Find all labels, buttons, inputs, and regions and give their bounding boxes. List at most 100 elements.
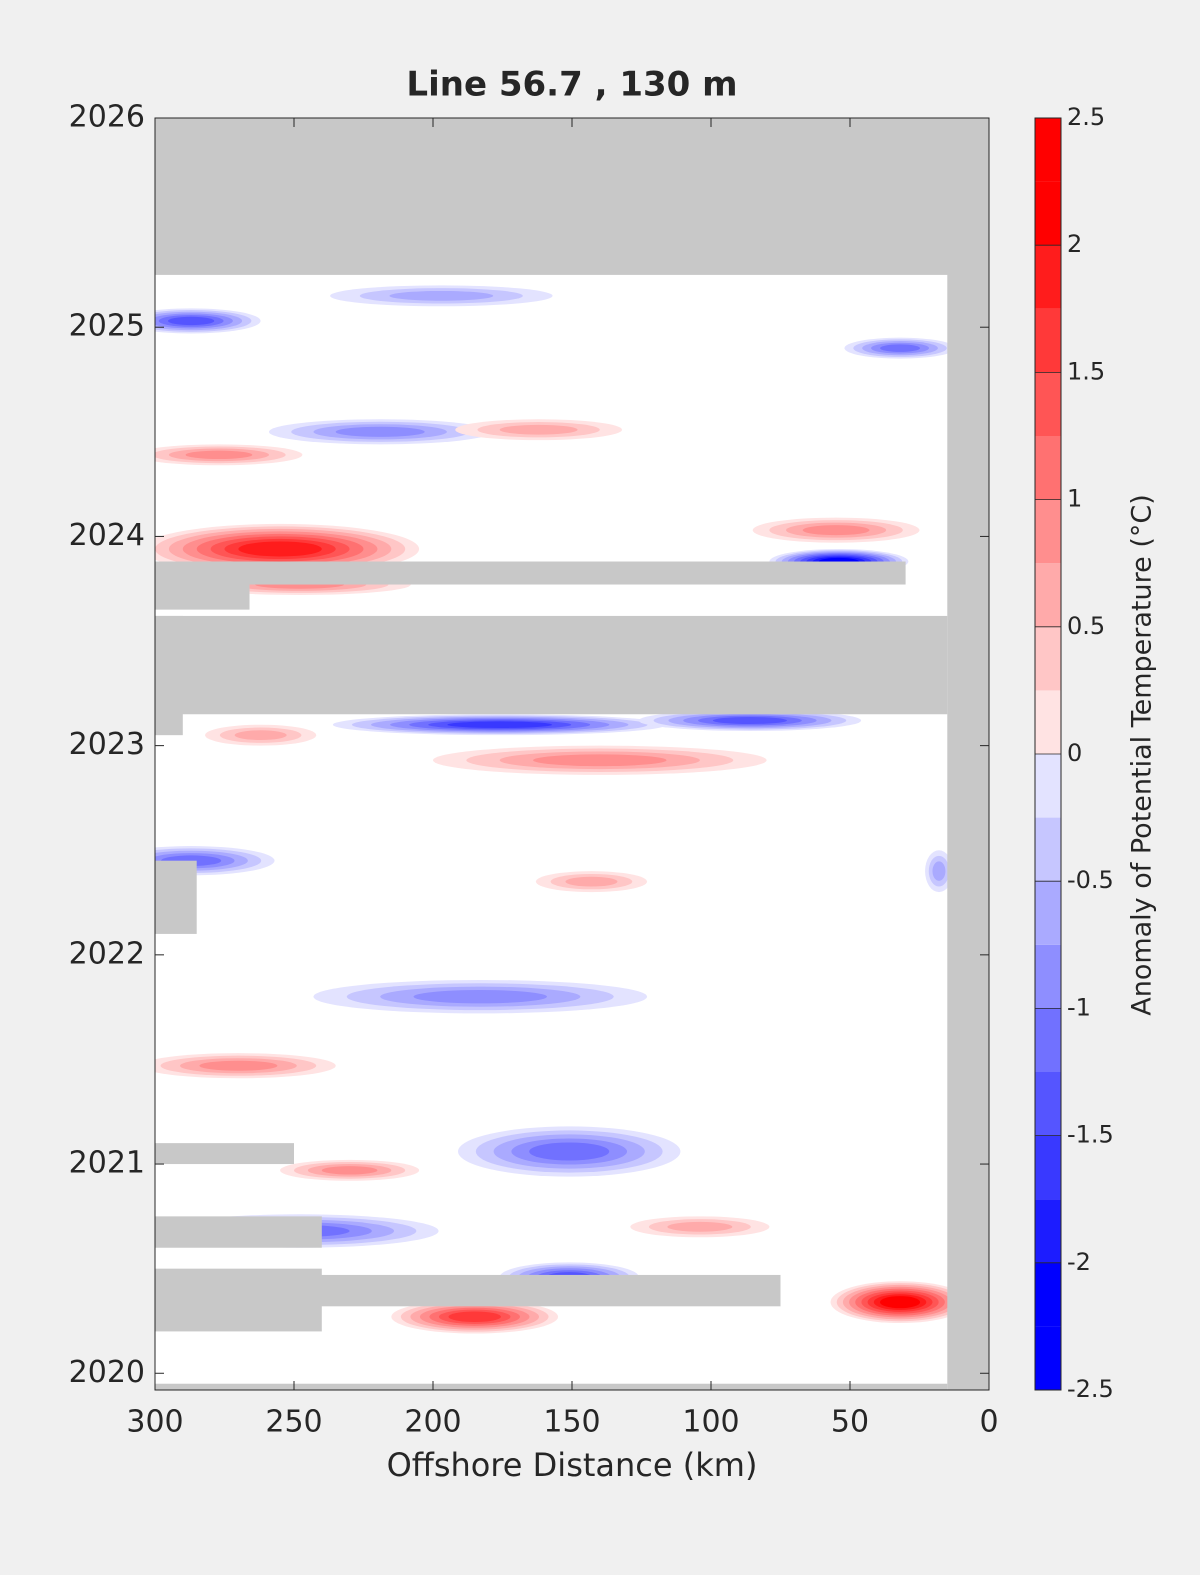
anomaly-inner-contour	[565, 876, 618, 887]
anomaly-inner-contour	[802, 525, 870, 536]
colorbar-level	[1035, 1199, 1061, 1263]
colorbar-level	[1035, 181, 1061, 246]
anomaly	[205, 724, 317, 746]
colorbar-level	[1035, 499, 1061, 564]
anomaly-inner-contour	[185, 450, 253, 460]
anomaly-inner-contour	[879, 1296, 921, 1309]
anomaly-inner-contour	[199, 1060, 278, 1071]
anomaly-inner-contour	[335, 426, 425, 437]
anomaly	[155, 1053, 336, 1079]
no-data-region	[155, 615, 183, 736]
anomaly	[458, 1126, 681, 1177]
colorbar-tick-label: 2	[1067, 230, 1082, 258]
no-data-region	[155, 1216, 322, 1248]
anomaly-inner-contour	[499, 424, 578, 435]
colorbar-level	[1035, 1326, 1061, 1390]
colorbar-level	[1035, 817, 1061, 882]
colorbar-level	[1035, 372, 1061, 436]
y-tick-label: 2026	[69, 100, 145, 135]
colorbar-level	[1035, 1008, 1061, 1072]
x-tick-label: 50	[831, 1405, 869, 1440]
colorbar-level	[1035, 245, 1061, 309]
anomaly	[535, 871, 648, 893]
no-data-region	[155, 615, 948, 715]
colorbar-tick-label: -0.5	[1067, 866, 1114, 894]
no-data-region	[155, 860, 197, 934]
colorbar-level	[1035, 436, 1061, 500]
anomaly	[155, 523, 420, 575]
anomaly-inner-contour	[321, 1166, 378, 1175]
no-data-region	[155, 561, 906, 585]
colorbar-level	[1035, 308, 1061, 373]
x-axis-label: Offshore Distance (km)	[387, 1446, 758, 1484]
no-data-region	[155, 1268, 322, 1332]
y-tick-label: 2022	[69, 936, 145, 971]
colorbar-level	[1035, 881, 1061, 945]
anomaly-inner-contour	[529, 1142, 610, 1161]
colorbar-tick-label: -2	[1067, 1248, 1091, 1276]
y-tick-label: 2021	[69, 1146, 145, 1181]
anomaly	[830, 1281, 970, 1324]
colorbar-tick-label: -1	[1067, 993, 1091, 1021]
colorbar-level	[1035, 1072, 1061, 1136]
colorbar-level	[1035, 944, 1061, 1009]
x-tick-label: 100	[682, 1405, 739, 1440]
anomaly-inner-contour	[238, 541, 322, 557]
no-data-region	[947, 118, 989, 1390]
colorbar-tick-label: 0	[1067, 739, 1082, 767]
anomaly-inner-contour	[167, 316, 215, 326]
x-tick-label: 0	[979, 1405, 998, 1440]
anomaly	[330, 285, 553, 307]
anomaly	[155, 308, 261, 334]
field	[155, 118, 989, 1390]
colorbar-tick-label: 0.5	[1067, 612, 1105, 640]
y-tick-label: 2025	[69, 309, 145, 344]
colorbar-level	[1035, 690, 1061, 754]
no-data-region	[155, 561, 250, 610]
colorbar-level	[1035, 118, 1061, 182]
anomaly	[844, 337, 956, 359]
anomaly	[313, 979, 648, 1014]
colorbar-tick-label: 2.5	[1067, 103, 1105, 131]
anomaly-inner-contour	[667, 1221, 733, 1232]
colorbar-tick-label: 1	[1067, 485, 1082, 513]
colorbar-tick-label: -2.5	[1067, 1375, 1114, 1403]
anomaly	[268, 419, 492, 445]
anomaly	[391, 1300, 559, 1334]
anomaly	[752, 517, 920, 543]
colorbar-level	[1035, 626, 1061, 691]
anomaly	[433, 745, 767, 775]
colorbar-level	[1035, 754, 1061, 818]
anomaly	[630, 1216, 770, 1238]
anomaly	[455, 419, 623, 441]
anomaly-inner-contour	[234, 730, 287, 741]
anomaly-inner-contour	[712, 717, 787, 725]
anomaly-inner-contour	[880, 344, 921, 352]
anomaly-inner-contour	[932, 861, 946, 881]
y-tick-label: 2020	[69, 1355, 145, 1390]
colorbar-level	[1035, 1262, 1061, 1327]
anomaly-inner-contour	[533, 754, 667, 767]
colorbar-tick-label: 1.5	[1067, 357, 1105, 385]
no-data-region	[155, 1143, 294, 1165]
anomaly	[155, 444, 303, 466]
colorbar-tick-label: -1.5	[1067, 1121, 1114, 1149]
anomaly	[332, 714, 667, 736]
colorbar-level	[1035, 563, 1061, 627]
x-tick-label: 200	[404, 1405, 461, 1440]
colorbar-label: Anomaly of Potential Temperature (°C)	[1127, 494, 1158, 1016]
anomaly-inner-contour	[448, 1311, 501, 1323]
x-tick-label: 250	[265, 1405, 322, 1440]
anomaly	[925, 850, 953, 893]
x-tick-label: 300	[126, 1405, 183, 1440]
x-tick-label: 150	[543, 1405, 600, 1440]
y-tick-label: 2024	[69, 518, 145, 553]
anomaly	[280, 1159, 420, 1181]
anomaly-inner-contour	[413, 989, 547, 1004]
no-data-region	[155, 1383, 948, 1390]
anomaly-inner-contour	[389, 290, 494, 301]
no-data-region	[155, 118, 989, 275]
chart-title: Line 56.7 , 130 m	[406, 65, 737, 105]
